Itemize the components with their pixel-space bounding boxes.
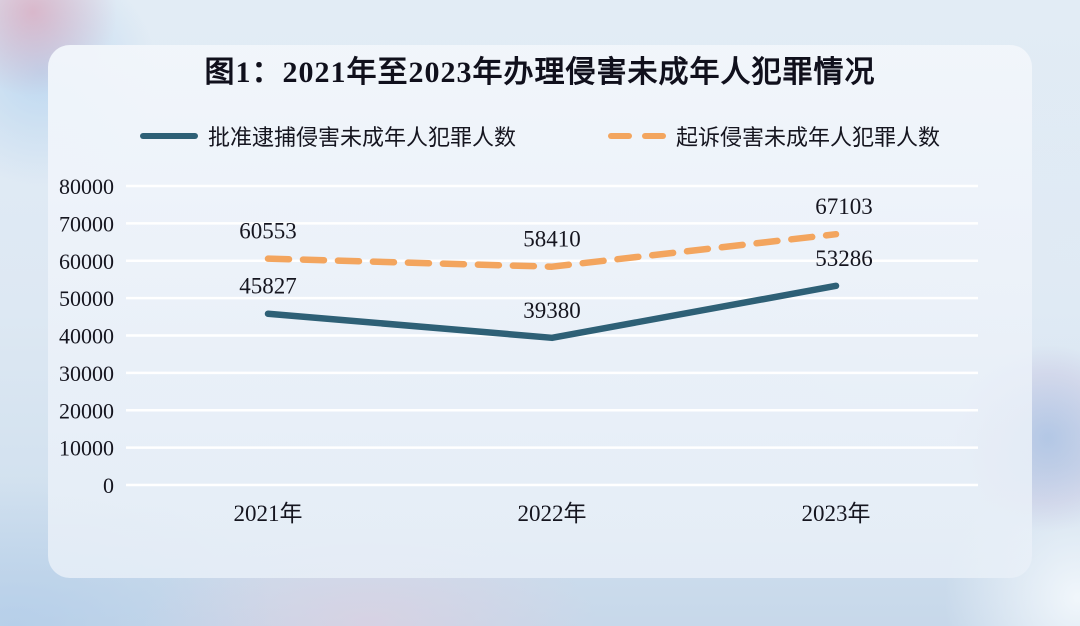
y-axis-tick-label: 30000 bbox=[59, 361, 114, 386]
legend-label-arrests: 批准逮捕侵害未成年人犯罪人数 bbox=[207, 125, 516, 150]
data-label: 45827 bbox=[239, 274, 297, 299]
y-axis-tick-label: 70000 bbox=[59, 211, 114, 236]
series-line-arrests bbox=[264, 282, 840, 342]
y-axis-tick-label: 80000 bbox=[59, 174, 114, 199]
legend-label-prosecutions: 起诉侵害未成年人犯罪人数 bbox=[676, 125, 941, 150]
y-axis-tick-label: 10000 bbox=[59, 436, 114, 461]
legend-item-arrests: 批准逮捕侵害未成年人犯罪人数 bbox=[139, 120, 516, 152]
data-label: 39380 bbox=[523, 298, 581, 323]
chart-legend: 批准逮捕侵害未成年人犯罪人数 起诉侵害未成年人犯罪人数 bbox=[48, 120, 1032, 152]
data-label: 67103 bbox=[815, 194, 873, 219]
data-label: 58410 bbox=[523, 227, 581, 252]
legend-solid-line-marker bbox=[139, 133, 198, 139]
line-chart: 0 10000 20000 30000 40000 50000 60000 70000 8000… bbox=[59, 174, 978, 526]
legend-dashed-line-marker bbox=[608, 133, 666, 139]
y-axis-tick-label: 50000 bbox=[59, 286, 114, 311]
x-axis-tick-label: 2023年 bbox=[802, 501, 871, 526]
y-axis-tick-label: 0 bbox=[103, 473, 114, 498]
data-label: 60553 bbox=[239, 219, 297, 244]
legend-item-prosecutions: 起诉侵害未成年人犯罪人数 bbox=[608, 120, 940, 152]
series-line-prosecutions bbox=[264, 230, 840, 270]
chart-title: 图1：2021年至2023年办理侵害未成年人犯罪情况 bbox=[204, 56, 876, 89]
data-label: 53286 bbox=[815, 246, 873, 271]
y-axis-tick-label: 20000 bbox=[59, 398, 114, 423]
x-axis-tick-label: 2022年 bbox=[518, 501, 587, 526]
x-axis-tick-label: 2021年 bbox=[234, 501, 303, 526]
y-axis-tick-label: 40000 bbox=[59, 324, 114, 349]
y-axis-tick-label: 60000 bbox=[59, 249, 114, 274]
chart-card: 图1：2021年至2023年办理侵害未成年人犯罪情况 批准逮捕侵害未成年人犯罪人… bbox=[48, 45, 1032, 578]
